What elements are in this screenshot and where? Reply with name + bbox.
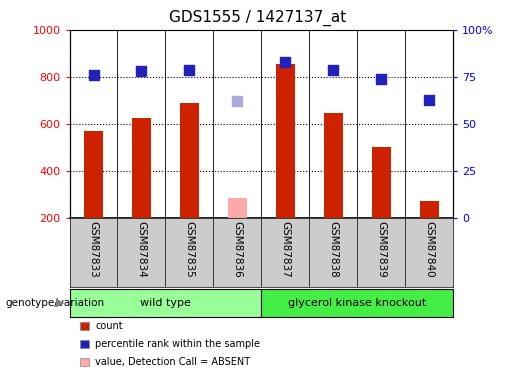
Bar — [372, 147, 391, 218]
Point — [425, 98, 433, 104]
Point — [233, 99, 242, 105]
Text: ▶: ▶ — [56, 298, 64, 308]
Bar — [324, 113, 343, 218]
Text: GDS1555 / 1427137_at: GDS1555 / 1427137_at — [169, 9, 346, 26]
Bar — [261, 289, 453, 317]
Bar — [276, 64, 295, 217]
Bar — [70, 289, 261, 317]
Point — [281, 59, 289, 65]
Text: GSM87834: GSM87834 — [136, 221, 146, 278]
Text: genotype/variation: genotype/variation — [5, 298, 104, 308]
Text: GSM87839: GSM87839 — [376, 221, 386, 278]
Bar — [84, 131, 103, 218]
Point — [90, 72, 98, 78]
Text: count: count — [95, 321, 123, 331]
Text: wild type: wild type — [140, 298, 191, 308]
Text: GSM87833: GSM87833 — [89, 221, 98, 278]
Text: value, Detection Call = ABSENT: value, Detection Call = ABSENT — [95, 357, 250, 367]
Bar — [180, 103, 199, 218]
Text: glycerol kinase knockout: glycerol kinase knockout — [288, 298, 426, 308]
Text: GSM87837: GSM87837 — [280, 221, 290, 278]
Bar — [228, 198, 247, 217]
Point — [377, 75, 385, 81]
Point — [185, 67, 194, 73]
Point — [138, 68, 146, 74]
Text: percentile rank within the sample: percentile rank within the sample — [95, 339, 260, 349]
Bar — [132, 118, 151, 218]
Text: GSM87836: GSM87836 — [232, 221, 243, 278]
Bar — [420, 201, 439, 217]
Text: GSM87840: GSM87840 — [424, 221, 434, 278]
Point — [329, 68, 337, 74]
Text: GSM87838: GSM87838 — [328, 221, 338, 278]
Text: GSM87835: GSM87835 — [184, 221, 195, 278]
